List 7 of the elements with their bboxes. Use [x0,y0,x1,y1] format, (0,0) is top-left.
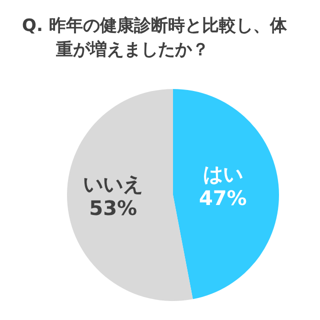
chart-title: Q. 昨年の健康診断時と比較し、体重が増えましたか？ [22,15,288,62]
slice-label: いいえ [83,172,144,196]
slice-label: はい [202,162,243,186]
pie-slice [173,89,279,300]
pie-slice [67,89,193,301]
data-label: 47% [198,186,247,210]
data-label: 53% [89,196,138,220]
